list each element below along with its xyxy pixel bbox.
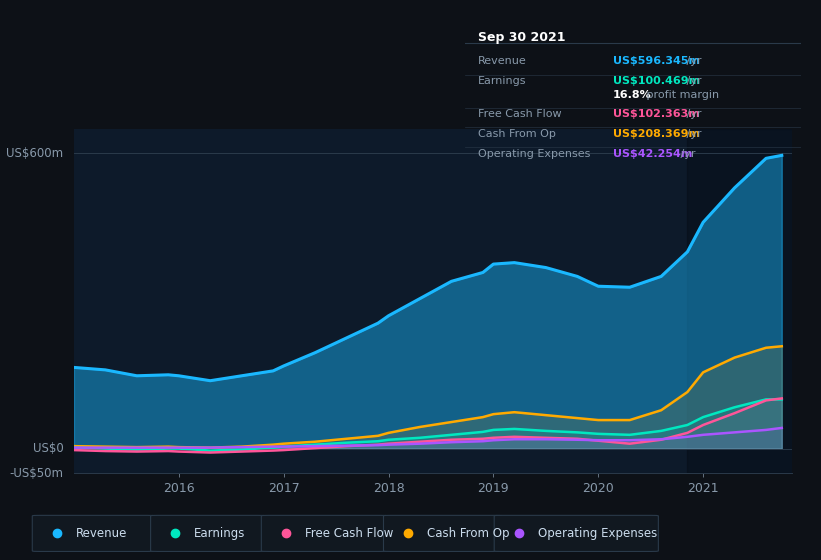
Text: /yr: /yr xyxy=(683,57,702,67)
Text: Cash From Op: Cash From Op xyxy=(478,129,556,139)
FancyBboxPatch shape xyxy=(383,515,502,552)
Text: US$42.254m: US$42.254m xyxy=(612,149,692,159)
FancyBboxPatch shape xyxy=(32,515,154,552)
Text: US$208.369m: US$208.369m xyxy=(612,129,699,139)
Text: Operating Expenses: Operating Expenses xyxy=(538,527,657,540)
FancyBboxPatch shape xyxy=(494,515,658,552)
Text: US$100.469m: US$100.469m xyxy=(612,77,700,86)
Bar xyxy=(687,129,797,473)
FancyBboxPatch shape xyxy=(150,515,265,552)
Text: Earnings: Earnings xyxy=(194,527,245,540)
Text: Free Cash Flow: Free Cash Flow xyxy=(305,527,393,540)
Text: Revenue: Revenue xyxy=(478,57,527,67)
Text: -US$50m: -US$50m xyxy=(9,466,63,480)
Text: /yr: /yr xyxy=(677,149,695,159)
Text: US$596.345m: US$596.345m xyxy=(612,57,699,67)
Text: profit margin: profit margin xyxy=(643,90,719,100)
Text: Sep 30 2021: Sep 30 2021 xyxy=(478,31,566,44)
Text: /yr: /yr xyxy=(683,129,702,139)
Text: /yr: /yr xyxy=(683,77,702,86)
Text: US$0: US$0 xyxy=(33,442,63,455)
Text: US$600m: US$600m xyxy=(7,147,63,160)
Text: Revenue: Revenue xyxy=(76,527,127,540)
Text: Operating Expenses: Operating Expenses xyxy=(478,149,590,159)
Text: Cash From Op: Cash From Op xyxy=(427,527,510,540)
Text: Earnings: Earnings xyxy=(478,77,526,86)
Text: US$102.363m: US$102.363m xyxy=(612,109,699,119)
Text: /yr: /yr xyxy=(683,109,702,119)
Text: Free Cash Flow: Free Cash Flow xyxy=(478,109,562,119)
FancyBboxPatch shape xyxy=(261,515,388,552)
Text: 16.8%: 16.8% xyxy=(612,90,652,100)
